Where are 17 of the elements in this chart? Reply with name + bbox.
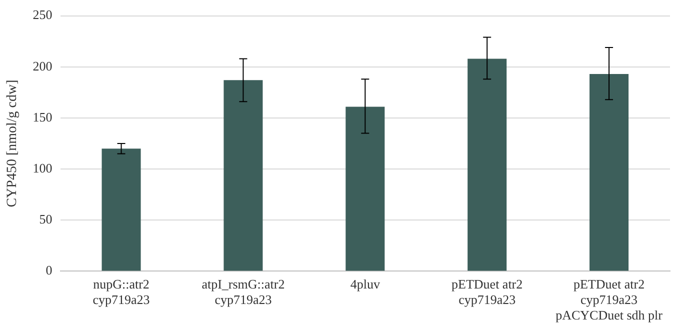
bar: [468, 58, 507, 271]
y-tick-label: 200: [32, 58, 52, 74]
y-axis-title: CYP450 [nmol/g cdw]: [5, 80, 20, 208]
x-tick-label: pETDuet atr2 cyp719a23: [452, 276, 523, 308]
y-tick-label: 100: [32, 160, 52, 176]
y-tick-label: 0: [46, 262, 52, 278]
bar: [224, 80, 263, 271]
x-tick-label: pETDuet atr2 cyp719a23 pACYCDuet sdh plr: [556, 276, 664, 323]
y-tick-label: 50: [39, 212, 52, 227]
y-tick-label: 250: [32, 7, 52, 22]
bar: [590, 74, 629, 271]
bar: [346, 106, 385, 271]
y-tick-label: 150: [32, 109, 52, 124]
x-tick-label: atpI_rsmG::atr2 cyp719a23: [202, 276, 285, 308]
x-tick-label: 4pluv: [350, 276, 380, 292]
bar: [102, 148, 141, 271]
x-tick-label: nupG::atr2 cyp719a23: [92, 276, 150, 308]
